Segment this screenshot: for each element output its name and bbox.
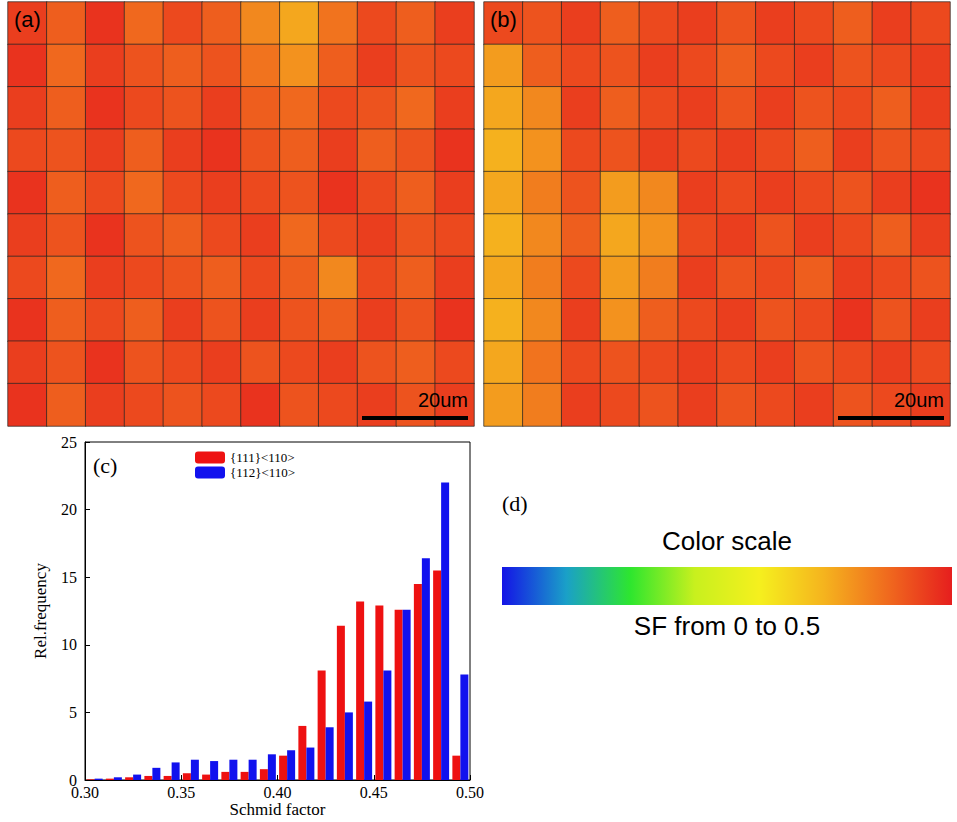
svg-text:15: 15 [61,569,77,586]
svg-text:0.45: 0.45 [360,784,388,801]
svg-text:0.50: 0.50 [456,784,484,801]
svg-text:20um: 20um [894,389,944,411]
svg-text:20: 20 [61,501,77,518]
svg-text:20um: 20um [418,389,468,411]
svg-text:Rel.frequency: Rel.frequency [31,563,50,659]
svg-text:(a): (a) [14,7,41,32]
svg-text:0.30: 0.30 [71,784,99,801]
svg-text:25: 25 [61,434,77,451]
svg-text:0: 0 [69,771,77,789]
svg-text:{112}<110>: {112}<110> [230,465,295,480]
svg-text:10: 10 [61,636,77,653]
svg-text:Color scale: Color scale [662,526,792,556]
svg-text:(d): (d) [502,491,528,516]
svg-text:(b): (b) [490,7,517,32]
svg-text:5: 5 [69,704,77,721]
svg-text:{111}<110>: {111}<110> [230,450,295,465]
svg-text:0.35: 0.35 [167,784,195,801]
svg-text:SF from 0 to 0.5: SF from 0 to 0.5 [634,611,820,641]
svg-text:Schmid factor: Schmid factor [230,800,326,819]
svg-text:(c): (c) [93,453,117,478]
svg-text:0.40: 0.40 [264,784,292,801]
